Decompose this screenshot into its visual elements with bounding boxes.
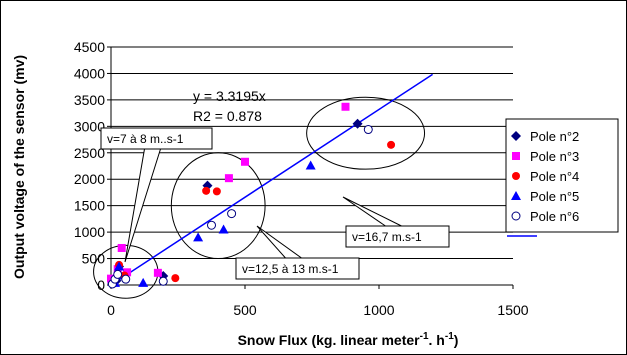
y-tick-label-4000: 4000 bbox=[74, 65, 105, 81]
point-s2-4 bbox=[123, 268, 132, 277]
x-tick-label-0: 0 bbox=[107, 302, 115, 318]
x-tick-label-500: 500 bbox=[233, 302, 257, 318]
point-s3-4 bbox=[202, 186, 211, 195]
point-s4-5 bbox=[218, 224, 229, 234]
point-s3-6 bbox=[387, 140, 396, 149]
legend-label-3: Pole n°4 bbox=[530, 169, 579, 184]
callout-box-1 bbox=[100, 127, 213, 150]
point-s5-6 bbox=[207, 220, 216, 230]
legend-marker-4 bbox=[511, 191, 521, 200]
data-points bbox=[107, 102, 396, 289]
callout-box-2 bbox=[235, 257, 360, 280]
axes: 0 500 1000 1500 2000 2500 3000 3500 4000 4500 0 500… bbox=[74, 39, 529, 318]
x-tick-label-1500: 1500 bbox=[497, 302, 528, 318]
y-tick-label-1500: 1500 bbox=[74, 198, 105, 214]
point-s5-8 bbox=[363, 125, 373, 135]
point-s4-2 bbox=[114, 261, 125, 271]
y-tick-label-4500: 4500 bbox=[74, 39, 105, 55]
point-s3-3 bbox=[171, 274, 180, 283]
point-s5-4 bbox=[121, 274, 131, 284]
point-s2-6 bbox=[224, 174, 233, 183]
y-tick-label-2500: 2500 bbox=[74, 145, 105, 161]
trend-line-linear bbox=[110, 73, 434, 286]
point-s2-7 bbox=[241, 157, 249, 166]
callout-label-2: v=12,5 à 13 m.s-1 bbox=[242, 262, 339, 276]
legend-marker-1 bbox=[511, 131, 521, 141]
velocity-callouts: v=7 à 8 m..s-1 v=12,5 à 13 m.s-1 v=16,7 m.… bbox=[100, 127, 450, 280]
x-axis-title: Snow Flux (kg. linear meter-1. h-1) bbox=[238, 331, 459, 348]
x-tick-label-1000: 1000 bbox=[363, 302, 394, 318]
point-s2-5 bbox=[153, 268, 162, 277]
callout-label-3: v=16,7 m.s-1 bbox=[352, 230, 422, 244]
trend-line bbox=[110, 73, 434, 286]
point-s5-5 bbox=[158, 276, 168, 286]
callout-label-1: v=7 à 8 m..s-1 bbox=[107, 132, 184, 146]
velocity-ellipse-3 bbox=[306, 96, 426, 170]
point-s2-3 bbox=[117, 243, 126, 252]
legend-marker-2 bbox=[512, 152, 520, 160]
legend: Pole n°2 Pole n°3 Pole n°4 Pole n°5 Pole n°6 bbox=[505, 118, 619, 237]
trend-equation: y = 3.3195x bbox=[193, 88, 266, 104]
legend-label-2: Pole n°3 bbox=[530, 149, 579, 164]
callout-1: v=7 à 8 m..s-1 bbox=[100, 127, 213, 263]
legend-box bbox=[505, 118, 619, 233]
point-s1-6 bbox=[352, 118, 363, 129]
legend-marker-5 bbox=[511, 211, 521, 221]
point-s4-4 bbox=[193, 232, 204, 242]
y-tick-label-3000: 3000 bbox=[74, 118, 105, 134]
legend-label-4: Pole n°5 bbox=[530, 189, 579, 204]
callout-2: v=12,5 à 13 m.s-1 bbox=[235, 225, 360, 280]
y-tick-label-0: 0 bbox=[97, 277, 105, 293]
y-tick-label-3500: 3500 bbox=[74, 92, 105, 108]
y-tick-label-2000: 2000 bbox=[74, 171, 105, 187]
y-tick-label-1000: 1000 bbox=[74, 224, 105, 240]
legend-label-5: Pole n°6 bbox=[530, 209, 579, 224]
legend-marker-3 bbox=[512, 172, 520, 180]
y-tick-label-500: 500 bbox=[82, 251, 106, 267]
point-s2-8 bbox=[341, 102, 350, 111]
point-s3-5 bbox=[212, 187, 221, 196]
point-s5-7 bbox=[227, 209, 237, 219]
velocity-ellipse-2 bbox=[170, 152, 266, 260]
point-s5-3 bbox=[113, 269, 123, 279]
trend-r2: R2 = 0.878 bbox=[193, 108, 262, 124]
point-s4-3 bbox=[138, 277, 149, 287]
legend-label-1: Pole n°2 bbox=[530, 129, 579, 144]
callout-box-3 bbox=[345, 225, 450, 248]
callout-3: v=16,7 m.s-1 bbox=[342, 196, 450, 248]
y-axis-title: Output voltage of the sensor (mv) bbox=[11, 55, 27, 279]
point-s4-6 bbox=[305, 160, 316, 170]
